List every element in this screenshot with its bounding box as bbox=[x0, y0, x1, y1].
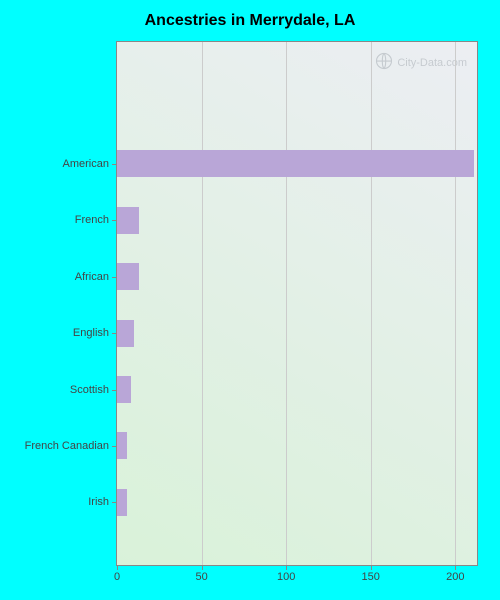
x-axis-label: 0 bbox=[114, 565, 120, 583]
watermark-text: City-Data.com bbox=[397, 57, 467, 69]
y-axis-label: English bbox=[73, 327, 117, 339]
bar bbox=[117, 263, 139, 290]
x-axis-label: 100 bbox=[277, 565, 295, 583]
chart-title: Ancestries in Merrydale, LA bbox=[0, 12, 500, 30]
bar bbox=[117, 320, 134, 347]
y-axis-label: Irish bbox=[88, 496, 117, 508]
watermark: City-Data.com bbox=[375, 52, 467, 73]
gridline bbox=[286, 42, 287, 565]
y-axis-label: Scottish bbox=[70, 384, 117, 396]
bar bbox=[117, 432, 127, 459]
gridline bbox=[371, 42, 372, 565]
gridline bbox=[202, 42, 203, 565]
bar bbox=[117, 489, 127, 516]
x-axis-label: 200 bbox=[446, 565, 464, 583]
bar bbox=[117, 150, 474, 177]
gridline bbox=[455, 42, 456, 565]
y-axis-label: African bbox=[75, 271, 117, 283]
y-axis-label: French Canadian bbox=[25, 440, 117, 452]
plot-area: City-Data.com 050100150200AmericanFrench… bbox=[116, 41, 478, 566]
y-axis-label: French bbox=[75, 214, 117, 226]
chart-container: Ancestries in Merrydale, LA City-Data.co… bbox=[0, 0, 500, 600]
x-axis-label: 50 bbox=[195, 565, 207, 583]
globe-icon bbox=[375, 52, 393, 73]
x-axis-label: 150 bbox=[362, 565, 380, 583]
bar bbox=[117, 207, 139, 234]
bar bbox=[117, 376, 131, 403]
y-axis-label: American bbox=[63, 158, 117, 170]
